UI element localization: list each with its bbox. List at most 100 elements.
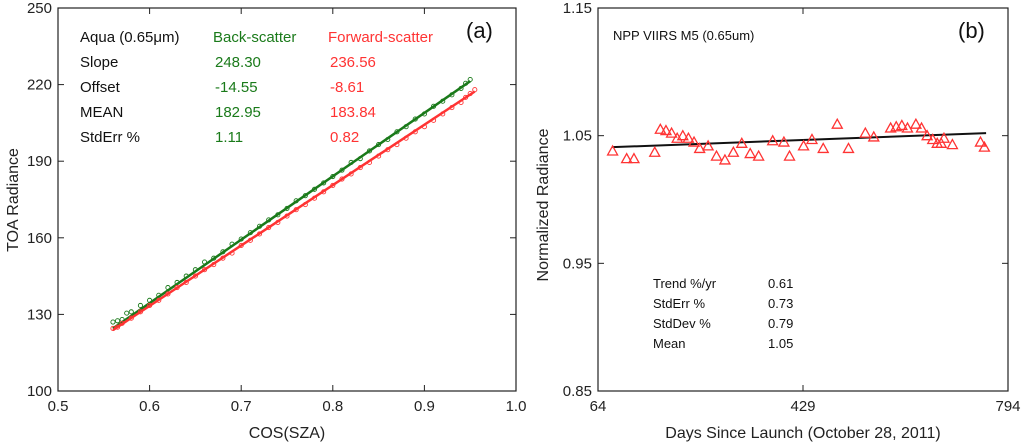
panel-b-point [895, 119, 908, 131]
panel-b-stat-label: StdErr % [653, 296, 705, 311]
panel-b-point [627, 152, 641, 164]
panel-b-point [817, 142, 830, 154]
panel-b-xtick-label: 64 [590, 398, 607, 415]
panel-b-point [901, 121, 914, 133]
panel-b-point [766, 134, 779, 146]
panel-b-title: NPP VIIRS M5 (0.65um) [613, 28, 754, 43]
panel-a-point-forward [431, 117, 437, 123]
panel-a-point-forward [114, 324, 121, 330]
panel-b-point [718, 153, 732, 165]
panel-a-point-forward [376, 153, 382, 159]
panel-a-point-forward [412, 129, 418, 135]
panel-a-ytick-label: 100 [27, 383, 52, 400]
panel-a-point-forward [458, 99, 464, 106]
panel-a-stats-row-label: Offset [80, 79, 121, 96]
panel-a-point-back [458, 85, 464, 91]
panel-b-point [805, 133, 819, 145]
panel-a-ytick-label: 130 [27, 306, 52, 323]
panel-b-point [926, 133, 939, 145]
panel-a-stats-back-value: 182.95 [215, 104, 261, 121]
panel-b-point [727, 145, 740, 157]
panel-a-xlabel: COS(SZA) [249, 425, 325, 442]
panel-a-xtick-label: 1.0 [506, 398, 527, 415]
panel-b-xlabel: Days Since Launch (October 28, 2011) [665, 425, 940, 442]
panel-b-xtick-label: 794 [995, 398, 1020, 415]
panel-a-point-back [467, 76, 473, 83]
panel-b-stat-value: 0.61 [768, 276, 793, 291]
panel-a-point-forward [321, 189, 327, 195]
panel-a-point-forward [339, 176, 345, 182]
panel-a-stats-back-value: 248.30 [215, 54, 261, 71]
panel-a-point-back [330, 173, 336, 180]
panel-a-point-forward [463, 94, 469, 100]
panel-b-ytick-label: 1.05 [563, 128, 592, 145]
panel-a-point-forward [211, 262, 217, 268]
panel-a-stats-row-label: MEAN [80, 104, 123, 121]
panel-a-point-forward [403, 135, 409, 141]
panel-b-ytick-label: 1.15 [563, 0, 592, 17]
panel-b-frame [597, 7, 1009, 392]
panel-a-ytick-label: 190 [27, 153, 52, 170]
panel-a-point-forward [284, 213, 290, 219]
panel-a-point-forward [119, 320, 125, 326]
panel-b-point [978, 140, 991, 152]
panel-a-point-forward [192, 273, 198, 279]
panel-a-stats-header: Aqua (0.65μm) [80, 29, 180, 46]
panel-a-point-forward [385, 147, 391, 153]
panel-a-point-forward [302, 202, 308, 208]
panel-b-ylabel: Normalized Radiance [535, 128, 552, 281]
panel-a-point-back [357, 156, 363, 162]
panel-a-stats-forward-value: 0.82 [330, 129, 359, 146]
panel-b-point [654, 122, 667, 134]
panel-a-point-forward [183, 279, 189, 286]
panel-a-point-forward [366, 159, 372, 166]
panel-a-xtick-label: 0.7 [231, 398, 252, 415]
panel-a-ylabel: TOA Radiance [5, 148, 22, 252]
panel-a-point-back [339, 167, 345, 173]
panel-a-point-back [238, 236, 244, 242]
panel-a-point-forward [174, 285, 180, 291]
panel-a-point-back [124, 310, 130, 316]
panel-a-point-back [192, 267, 198, 273]
panel-a-point-forward [165, 291, 171, 297]
panel-a-ytick-label: 220 [27, 77, 52, 94]
panel-b-point [974, 135, 987, 147]
panel-a-point-back [147, 297, 153, 303]
panel-b-point [937, 131, 951, 143]
panel-a-point-back [376, 142, 382, 148]
panel-a-stats-row-label: Slope [80, 54, 118, 71]
panel-b-label: (b) [958, 18, 985, 43]
panel-b-stat-value: 1.05 [768, 336, 793, 351]
panel-b-ytick-label: 0.85 [563, 383, 592, 400]
panel-a-point-back [385, 136, 391, 143]
panel-a-point-back [431, 103, 437, 109]
panel-b-point [783, 149, 796, 161]
panel-a-point-back [110, 319, 116, 325]
panel-b-point [859, 126, 872, 138]
panel-a-ytick-label: 250 [27, 0, 52, 17]
panel-a-point-back [421, 111, 427, 117]
panel-a-point-forward [472, 87, 478, 93]
panel-b-stat-label: StdDev % [653, 316, 711, 331]
panel-a-point-forward [330, 182, 336, 189]
panel-a-point-forward [156, 297, 162, 303]
panel-a-point-back [412, 116, 418, 122]
panel-a: 0.5 0.6 0.7 0.8 0.9 1.0 100 130 160 190 220 250 CO… [5, 0, 526, 442]
panel-a-point-forward [128, 315, 134, 321]
panel-a-point-back [229, 241, 235, 247]
panel-b-xtick-label: 429 [790, 398, 815, 415]
panel-a-stats-back-value: -14.55 [215, 79, 258, 96]
panel-a-point-back [463, 80, 469, 86]
panel-a-point-back [247, 230, 253, 236]
panel-b-stat-label: Mean [653, 336, 686, 351]
panel-a-frame [57, 7, 517, 392]
panel-a-ytick-label: 160 [27, 230, 52, 247]
panel-a-point-forward [220, 255, 226, 261]
panel-b-point [946, 138, 959, 150]
panel-a-point-back [449, 92, 455, 98]
panel-a-point-back [220, 249, 226, 255]
panel-a-point-back [128, 309, 134, 315]
panel-b-point [744, 147, 757, 159]
panel-a-point-forward [137, 309, 143, 315]
